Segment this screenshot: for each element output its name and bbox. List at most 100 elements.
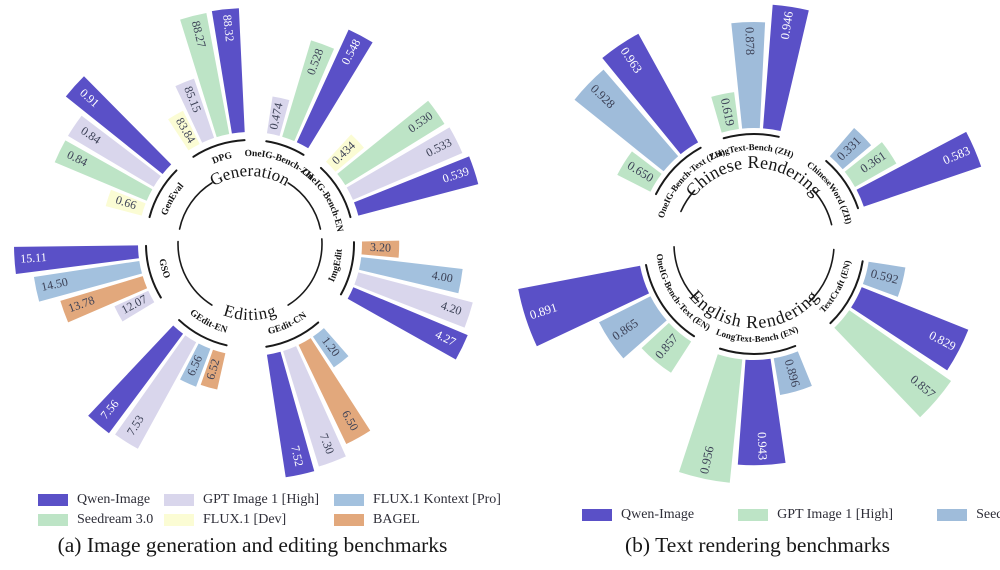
legend-item: FLUX.1 [Dev]: [164, 512, 334, 528]
bar: [346, 127, 463, 200]
legend-label: FLUX.1 Kontext [Pro]: [373, 492, 501, 507]
bar: [180, 13, 230, 138]
legend-swatch: [582, 509, 612, 521]
bar: [361, 240, 400, 258]
bar-value-label: 0.878: [742, 27, 757, 55]
legend-item: Qwen-Image: [38, 492, 164, 508]
group-label: GSO: [156, 258, 171, 280]
legend-label: FLUX.1 [Dev]: [203, 512, 287, 527]
bar: [54, 140, 153, 201]
group-label: TextCraft (EN): [818, 260, 853, 315]
legend-item: BAGEL: [334, 512, 518, 528]
bar: [14, 245, 139, 274]
bar: [737, 358, 786, 466]
bar: [773, 351, 812, 395]
bar: [599, 296, 667, 359]
legend-item: GPT Image 1 [High]: [738, 507, 893, 523]
bar: [829, 128, 872, 170]
bar-value-label: 6.52: [203, 357, 222, 381]
bar: [33, 260, 142, 302]
bar: [296, 29, 373, 149]
bar: [105, 189, 146, 216]
bar: [283, 346, 346, 467]
group-label: ImgEdit: [327, 248, 345, 284]
legend-text-rendering: Qwen-Image GPT Image 1 [High] Seedream 3.0: [582, 507, 1000, 523]
legend-generation-editing: Qwen-Image GPT Image 1 [High] FLUX.1 Konte…: [38, 492, 518, 528]
legend-item: Seedream 3.0: [38, 512, 164, 528]
legend-swatch: [738, 509, 769, 521]
legend-item: Seedream 3.0: [937, 507, 1000, 523]
bar-value-label: 4.00: [431, 268, 454, 285]
bar-value-label: 0.474: [266, 101, 285, 130]
bar: [862, 261, 906, 297]
bar: [617, 151, 662, 192]
bar: [353, 156, 479, 216]
hemisphere-arc: [177, 240, 213, 306]
bar: [856, 131, 982, 207]
hemisphere-arc: [812, 189, 833, 226]
bar: [731, 22, 766, 129]
bar: [67, 115, 161, 187]
bar-value-label: 14.50: [40, 275, 69, 294]
bar-value-label: 88.32: [220, 14, 237, 42]
bar: [325, 134, 364, 172]
bar: [844, 142, 897, 187]
group-arc: [719, 344, 797, 356]
bar: [602, 33, 699, 155]
hemisphere-arc: [287, 238, 323, 306]
legend-label: Seedream 3.0: [976, 507, 1000, 522]
bar: [312, 328, 349, 368]
hemisphere-title: Editing: [221, 301, 278, 324]
bar: [851, 287, 969, 371]
group-arc: [265, 321, 320, 348]
legend-item: Qwen-Image: [582, 507, 694, 523]
group-arc: [829, 260, 864, 325]
bar: [359, 257, 463, 294]
bar-value-label: 0.592: [869, 266, 900, 287]
hemisphere-arc: [808, 248, 835, 303]
legend-swatch: [164, 514, 194, 526]
group-arc: [319, 166, 352, 219]
caption-text-rendering: (b) Text rendering benchmarks: [625, 533, 890, 557]
bar: [282, 40, 335, 142]
legend-label: BAGEL: [373, 512, 420, 527]
bar: [266, 351, 315, 478]
hemisphere-title: Generation: [207, 161, 294, 190]
legend-label: Qwen-Image: [621, 507, 695, 522]
bar: [354, 272, 473, 328]
bar-value-label: 0.946: [778, 10, 796, 40]
bar: [641, 322, 692, 373]
bar: [65, 76, 172, 174]
bar: [298, 338, 371, 445]
hemisphere-arc: [680, 189, 696, 213]
bar: [679, 354, 743, 483]
bar: [168, 110, 200, 151]
bar-value-label: 7.52: [288, 444, 306, 467]
bar: [266, 96, 290, 136]
group-arc: [825, 159, 860, 210]
bar: [200, 349, 226, 390]
legend-swatch: [164, 494, 194, 506]
legend-swatch: [38, 514, 68, 526]
group-arc: [722, 133, 780, 140]
bar-value-label: 0.956: [697, 445, 717, 475]
bar-value-label: 0.943: [755, 432, 770, 461]
bar-value-label: 3.20: [370, 240, 391, 255]
bar: [834, 310, 952, 418]
group-arc: [339, 241, 355, 296]
group-label: OneIG-Bench-EN: [299, 167, 344, 233]
hemisphere-arc: [178, 182, 213, 230]
group-arc: [654, 146, 702, 196]
bar: [518, 265, 650, 347]
legend-label: Qwen-Image: [77, 492, 151, 507]
hemisphere-arc: [287, 182, 322, 230]
legend-swatch: [334, 494, 364, 506]
group-arc: [145, 244, 162, 299]
group-arc: [265, 140, 305, 156]
hemisphere-arc: [673, 245, 700, 303]
bar: [711, 92, 739, 133]
bar: [60, 276, 148, 323]
bar: [88, 325, 184, 434]
